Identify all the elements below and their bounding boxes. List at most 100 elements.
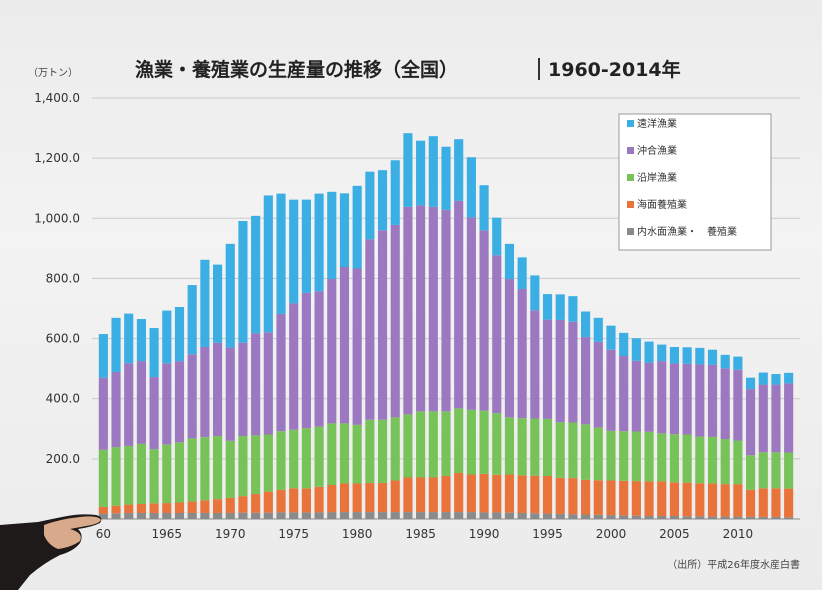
bar-segment bbox=[162, 310, 172, 364]
bar-segment bbox=[149, 512, 159, 519]
bar-segment bbox=[301, 512, 311, 519]
bar-segment bbox=[593, 317, 603, 342]
bar-segment bbox=[517, 475, 527, 513]
bar-segment bbox=[669, 434, 680, 483]
bar-segment bbox=[542, 418, 553, 476]
bar-segment bbox=[289, 488, 299, 513]
bar-segment bbox=[746, 489, 756, 517]
bar-segment bbox=[707, 364, 718, 437]
bar-segment bbox=[466, 217, 476, 410]
bar-segment bbox=[644, 362, 654, 432]
presenter-hand bbox=[0, 514, 102, 590]
bar-segment bbox=[606, 325, 616, 350]
bar-segment bbox=[695, 347, 705, 365]
bar-segment bbox=[238, 512, 248, 519]
legend-label: 遠洋漁業 bbox=[637, 117, 677, 130]
bar-segment bbox=[200, 437, 210, 501]
bar-segment bbox=[593, 480, 603, 515]
bar-segment bbox=[479, 230, 489, 411]
bar-segment bbox=[454, 200, 464, 409]
bar-segment bbox=[733, 516, 743, 519]
bar-segment bbox=[530, 475, 540, 514]
source-note: （出所）平成26年度水産白書 bbox=[667, 558, 800, 571]
bar-segment bbox=[276, 431, 286, 490]
bar-segment bbox=[707, 516, 718, 519]
bar-segment bbox=[682, 516, 692, 519]
bar-segment bbox=[771, 384, 781, 453]
bar-segment bbox=[758, 452, 768, 489]
bar-segment bbox=[466, 512, 476, 519]
bar-segment bbox=[657, 515, 667, 519]
bar-segment bbox=[555, 319, 565, 423]
legend-swatch bbox=[627, 120, 634, 127]
bar-segment bbox=[212, 342, 223, 437]
bar-segment bbox=[301, 199, 311, 293]
bar-segment bbox=[352, 483, 362, 513]
bar-segment bbox=[314, 512, 324, 519]
bar-segment bbox=[238, 342, 248, 437]
bar-segment bbox=[720, 439, 730, 485]
bar-segment bbox=[581, 424, 591, 480]
legend-swatch bbox=[627, 228, 634, 235]
bar-segment bbox=[327, 191, 337, 280]
x-tick-labels: 60 1965 1970 1975 1980 1985 1990 1995 2000 2005 20… bbox=[96, 527, 753, 541]
bar-segment bbox=[390, 512, 400, 519]
bar-segment bbox=[619, 332, 629, 357]
bar-segment bbox=[454, 139, 464, 201]
bar-segment bbox=[314, 486, 324, 513]
bar-segment bbox=[365, 482, 375, 513]
legend-label: 海面養殖業 bbox=[637, 198, 687, 211]
y-tick-label: 800.0 bbox=[46, 271, 80, 285]
bar-segment bbox=[682, 482, 692, 517]
bar-segment bbox=[466, 157, 476, 218]
bar-segment bbox=[454, 512, 464, 519]
bar-segment bbox=[441, 512, 451, 519]
bar-segment bbox=[746, 389, 756, 456]
chart-subtitle: 1960-2014年 bbox=[548, 58, 681, 81]
bar-segment bbox=[200, 346, 210, 438]
bar-segment bbox=[707, 483, 718, 517]
legend-label: 内水面漁業・ 養殖業 bbox=[637, 225, 737, 238]
bar-segment bbox=[225, 440, 235, 498]
x-tick-label: 1995 bbox=[532, 527, 563, 541]
bar-segment bbox=[657, 361, 667, 434]
bar-segment bbox=[479, 185, 489, 231]
bar-segment bbox=[530, 418, 540, 476]
bar-segment bbox=[339, 267, 350, 424]
x-tick-label: 2005 bbox=[659, 527, 690, 541]
bar-segment bbox=[339, 423, 350, 484]
bar-segment bbox=[124, 363, 134, 446]
bar-segment bbox=[695, 436, 705, 484]
y-tick-label: 600.0 bbox=[46, 332, 80, 346]
bar-segment bbox=[542, 294, 553, 320]
bar-segment bbox=[758, 372, 768, 385]
bar-segment bbox=[746, 516, 756, 519]
bar-segment bbox=[377, 230, 388, 420]
bar-segment bbox=[111, 317, 121, 372]
bar-segment bbox=[327, 485, 337, 513]
bar-segment bbox=[657, 433, 667, 482]
bar-segment bbox=[111, 371, 121, 448]
chart-title: 漁業・養殖業の生産量の推移（全国） bbox=[135, 58, 458, 81]
bar-segment bbox=[504, 243, 515, 280]
bar-segment bbox=[365, 171, 375, 240]
bar-segment bbox=[619, 515, 629, 519]
bar-segment bbox=[644, 431, 654, 482]
bar-segment bbox=[187, 285, 197, 355]
bar-segment bbox=[492, 474, 502, 513]
bar-segment bbox=[136, 319, 146, 362]
x-tick-label: 1980 bbox=[342, 527, 373, 541]
bar-segment bbox=[174, 442, 185, 503]
bar-segment bbox=[530, 513, 540, 519]
bar-segment bbox=[555, 422, 565, 478]
bar-segment bbox=[212, 264, 223, 343]
bar-segment bbox=[542, 475, 553, 514]
bar-segment bbox=[98, 506, 108, 514]
bar-segment bbox=[124, 313, 134, 364]
bar-segment bbox=[149, 503, 159, 513]
bar-segment bbox=[568, 478, 578, 515]
bar-segment bbox=[530, 275, 540, 311]
bar-segment bbox=[758, 384, 768, 453]
bar-segment bbox=[301, 428, 311, 489]
